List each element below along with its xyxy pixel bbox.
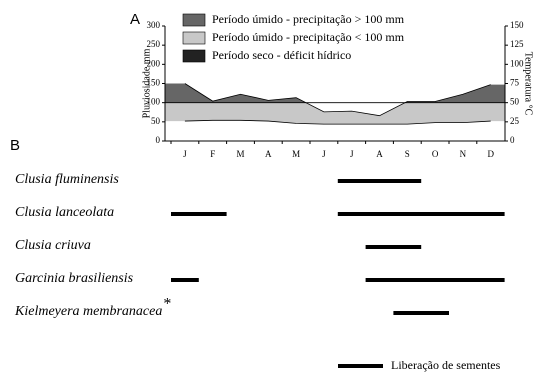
legend-swatch	[182, 13, 206, 27]
panel-label: A	[130, 11, 140, 28]
y2-axis-label: Temperatura °C	[523, 52, 534, 116]
y-tick-label: 150	[147, 78, 161, 88]
y2-tick-label: 75	[510, 78, 520, 88]
y2-tick-label: 125	[510, 39, 524, 49]
period-bar	[365, 245, 422, 249]
y-tick-label: 200	[147, 58, 161, 68]
y-tick-label: 300	[147, 20, 161, 30]
x-tick-label: M	[292, 149, 300, 159]
y-tick-label: 50	[151, 116, 161, 126]
x-tick-label: A	[376, 149, 383, 159]
x-tick-label: D	[487, 149, 494, 159]
x-tick-label: M	[236, 149, 244, 159]
x-tick-label: J	[322, 149, 326, 159]
y-tick-label: 0	[156, 135, 161, 145]
species-label: Clusia criuva	[15, 238, 91, 253]
x-tick-label: O	[432, 149, 439, 159]
species-label: Kielmeyera membranacea	[14, 304, 162, 319]
legend-label: Período úmido - precipitação > 100 mm	[212, 12, 405, 26]
x-tick-label: J	[183, 149, 187, 159]
legend-swatch	[338, 364, 383, 368]
species-label: Clusia fluminensis	[15, 172, 119, 187]
legend-label: Liberação de sementes	[391, 358, 501, 372]
species-marker: *	[163, 296, 171, 313]
x-tick-label: F	[210, 149, 215, 159]
x-tick-label: S	[405, 149, 410, 159]
y2-tick-label: 25	[510, 116, 520, 126]
line	[184, 119, 491, 125]
y-axis-label: Pluviosidade mm	[141, 48, 152, 118]
legend-label: Período úmido - precipitação < 100 mm	[212, 30, 405, 44]
period-bar	[365, 278, 505, 282]
temperature-area	[165, 120, 505, 141]
legend-swatch	[182, 49, 206, 63]
legend-label: Período seco - déficit hídrico	[212, 48, 351, 62]
period-bar	[171, 212, 227, 216]
y2-tick-label: 0	[510, 135, 515, 145]
x-tick-label: N	[460, 149, 467, 159]
panel-label: B	[10, 137, 20, 154]
line	[184, 83, 491, 117]
y-tick-label: 250	[147, 39, 161, 49]
period-bar	[337, 179, 422, 183]
period-bar	[393, 311, 449, 315]
species-label: Clusia lanceolata	[15, 205, 114, 220]
species-label: Garcinia brasiliensis	[15, 271, 134, 286]
x-tick-label: A	[265, 149, 272, 159]
x-tick-label: J	[350, 149, 354, 159]
y-tick-label: 100	[147, 97, 161, 107]
y2-tick-label: 50	[510, 97, 520, 107]
y2-tick-label: 150	[510, 20, 524, 30]
period-bar	[171, 278, 199, 282]
period-bar	[337, 212, 505, 216]
legend-swatch	[182, 31, 206, 45]
y2-tick-label: 100	[510, 58, 524, 68]
